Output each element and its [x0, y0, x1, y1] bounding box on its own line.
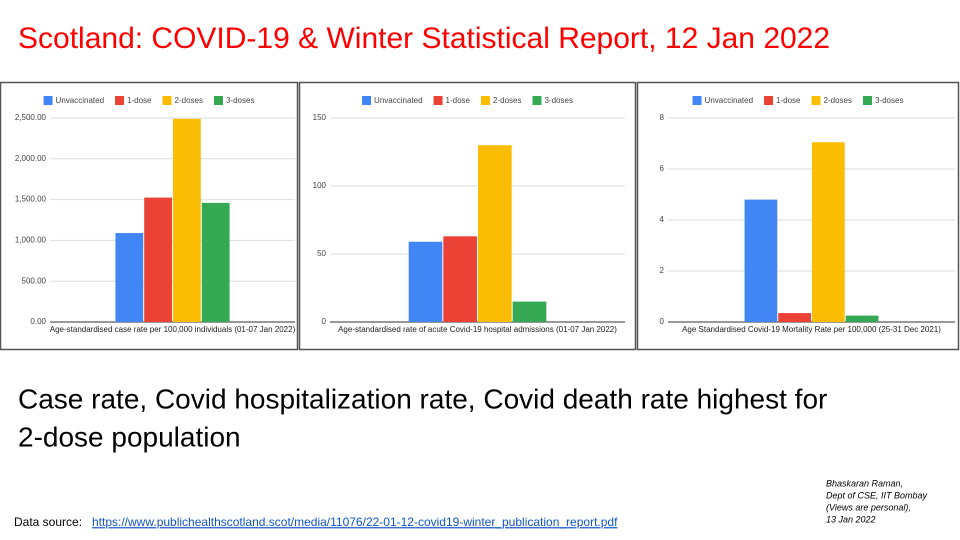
legend-label: 3-doses: [544, 96, 572, 105]
legend-label: Unvaccinated: [374, 96, 422, 105]
bar: [778, 313, 811, 322]
legend-label: Unvaccinated: [705, 96, 753, 105]
bar: [144, 197, 172, 322]
author-note: Bhaskaran Raman,: [826, 478, 903, 488]
bar: [115, 233, 144, 322]
x-axis-label: Age Standardised Covid-19 Mortality Rate…: [682, 325, 941, 334]
x-axis-label: Age-standardised rate of acute Covid-19 …: [338, 325, 617, 334]
legend-swatch: [362, 96, 372, 105]
bar: [512, 301, 547, 322]
y-tick-label: 1,000.00: [15, 236, 47, 245]
chart: 0.00 500.00 1,000.00 1,500.00 2,000.00 2,500.…: [0, 81, 299, 351]
y-tick-label: 50: [317, 249, 326, 258]
legend-swatch: [162, 96, 172, 105]
y-tick-label: 4: [660, 215, 665, 224]
bar: [408, 241, 443, 322]
legend-swatch: [811, 96, 821, 105]
source-link[interactable]: https://www.publichealthscotland.scot/me…: [92, 515, 618, 529]
legend-swatch: [213, 96, 223, 105]
y-tick-label: 0.00: [30, 317, 46, 326]
legend-label: 1-dose: [127, 96, 152, 105]
legend: Unvaccinated 1-dose 2-doses 3-doses: [362, 96, 573, 105]
y-tick-label: 2,500.00: [15, 113, 47, 122]
y-tick-label: 500.00: [22, 276, 47, 285]
legend-swatch: [532, 96, 542, 105]
legend-swatch: [862, 96, 872, 105]
caption-line: 2-dose population: [18, 421, 241, 452]
legend-label: 2-doses: [824, 96, 852, 105]
chart: 0 2 4 6 8 Age Standardised Covid-19 Mortality…: [636, 81, 960, 351]
slide-title: Scotland: COVID-19 & Winter Statistical …: [18, 22, 830, 55]
legend-label: 3-doses: [875, 96, 903, 105]
legend-swatch: [481, 96, 491, 105]
bar: [744, 199, 778, 322]
author-note: Dept of CSE, IIT Bombay: [826, 490, 928, 500]
y-tick-label: 6: [660, 164, 665, 173]
legend-swatch: [43, 96, 53, 105]
y-tick-label: 150: [313, 113, 327, 122]
bar: [845, 315, 879, 322]
legend-label: 1-dose: [776, 96, 801, 105]
bar: [443, 236, 477, 322]
legend-swatch: [692, 96, 702, 105]
bar: [812, 142, 845, 322]
legend-label: 2-doses: [175, 96, 203, 105]
chart-panel: [636, 81, 960, 351]
legend-label: Unvaccinated: [56, 96, 104, 105]
source-label: Data source:: [14, 515, 82, 529]
bar: [201, 202, 230, 322]
x-axis-label: Age-standardised case rate per 100,000 i…: [50, 325, 296, 334]
legend: Unvaccinated 1-dose 2-doses 3-doses: [43, 96, 254, 105]
y-tick-label: 100: [313, 181, 327, 190]
legend-swatch: [433, 96, 443, 105]
source-url[interactable]: https://www.publichealthscotland.scot/me…: [92, 515, 618, 529]
y-tick-label: 1,500.00: [15, 195, 47, 204]
legend-swatch: [115, 96, 125, 105]
bar: [478, 145, 512, 322]
bar: [173, 118, 201, 322]
y-tick-label: 8: [660, 113, 665, 122]
legend: Unvaccinated 1-dose 2-doses 3-doses: [692, 96, 903, 105]
legend-label: 2-doses: [493, 96, 521, 105]
author-note: 13 Jan 2022: [826, 514, 876, 524]
legend-swatch: [764, 96, 774, 105]
y-tick-label: 2,000.00: [15, 154, 47, 163]
legend-label: 3-doses: [226, 96, 254, 105]
chart: 0 50 100 150 Age-standardised rate of acute …: [298, 81, 637, 351]
y-tick-label: 2: [660, 266, 665, 275]
y-tick-label: 0: [660, 317, 665, 326]
author-note: (Views are personal),: [826, 502, 911, 512]
legend-label: 1-dose: [446, 96, 471, 105]
caption-line: Case rate, Covid hospitalization rate, C…: [18, 383, 827, 414]
y-tick-label: 0: [322, 317, 327, 326]
